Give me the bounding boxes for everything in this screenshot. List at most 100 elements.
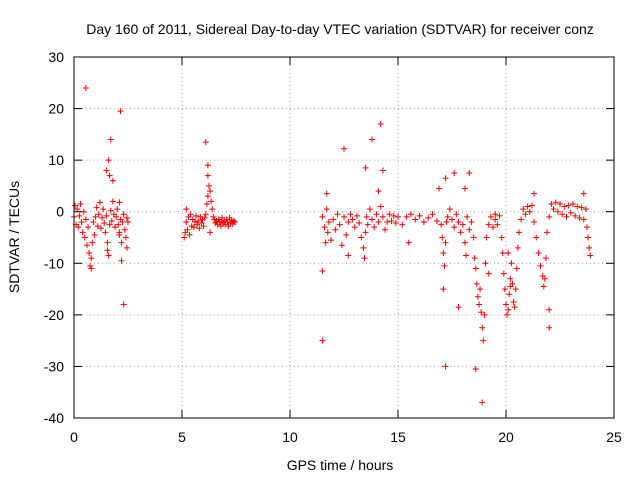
data-point (118, 257, 125, 264)
data-point (225, 223, 232, 230)
data-point (482, 260, 489, 267)
data-point (119, 219, 126, 226)
y-tick-label: -30 (44, 358, 64, 374)
data-point (322, 239, 329, 246)
data-point (122, 234, 129, 241)
data-point (323, 206, 330, 213)
data-point (504, 311, 511, 318)
data-point (563, 213, 570, 220)
data-point (382, 226, 389, 233)
data-point (461, 239, 468, 246)
x-tick-label: 15 (390, 429, 406, 445)
data-point (473, 280, 480, 287)
data-point (451, 170, 458, 177)
data-point (93, 204, 100, 211)
data-point (334, 211, 341, 218)
data-point (341, 213, 347, 220)
data-point (461, 185, 468, 192)
grid (74, 57, 614, 418)
data-point (439, 234, 446, 241)
data-point (183, 206, 190, 213)
data-point (123, 214, 130, 221)
data-point (585, 234, 592, 241)
data-point (561, 203, 568, 210)
data-point (224, 219, 231, 226)
data-point (506, 291, 513, 298)
data-point (349, 216, 356, 223)
data-point (508, 260, 515, 267)
chart-title: Day 160 of 2011, Sidereal Day-to-day VTE… (86, 21, 594, 37)
data-point (332, 226, 339, 233)
data-point (83, 242, 90, 249)
x-tick-label: 25 (606, 429, 622, 445)
data-point (125, 219, 131, 226)
data-point (520, 206, 527, 213)
data-point (420, 219, 427, 226)
data-point (91, 231, 98, 238)
data-point (201, 214, 208, 221)
data-point (196, 225, 203, 232)
data-point (186, 231, 193, 238)
data-point (403, 213, 410, 220)
x-axis-label: GPS time / hours (287, 457, 394, 473)
data-point (505, 306, 512, 313)
data-point (231, 219, 238, 226)
data-point (77, 200, 84, 207)
data-point (429, 211, 436, 218)
data-point (104, 239, 111, 246)
data-point (481, 311, 488, 318)
data-point (444, 213, 451, 220)
data-point (202, 139, 209, 146)
data-point (104, 247, 111, 254)
data-point (366, 206, 373, 213)
data-point (580, 216, 587, 223)
data-point (336, 221, 343, 228)
data-point (471, 255, 478, 262)
data-points (71, 84, 594, 406)
data-point (544, 229, 551, 236)
data-point (565, 202, 572, 209)
data-point (108, 217, 115, 224)
data-point (324, 229, 331, 236)
data-point (379, 167, 386, 174)
data-point (587, 252, 594, 259)
data-point (442, 175, 449, 182)
data-point (438, 221, 445, 228)
data-point (377, 121, 384, 128)
data-point (207, 229, 214, 236)
y-tick-label: 10 (48, 152, 64, 168)
data-point (375, 219, 382, 226)
data-point (477, 286, 484, 293)
data-point (582, 206, 589, 213)
data-point (442, 363, 449, 370)
data-point (390, 212, 397, 219)
data-point (496, 212, 503, 219)
data-point (386, 211, 393, 218)
data-point (106, 221, 113, 228)
data-point (72, 202, 79, 209)
data-point (105, 157, 112, 164)
x-tick-label: 20 (498, 429, 514, 445)
data-point (528, 202, 535, 209)
data-point (107, 207, 114, 214)
data-point (120, 301, 127, 308)
data-point (540, 283, 547, 290)
data-point (319, 268, 326, 275)
data-point (75, 224, 82, 231)
data-point (459, 221, 466, 228)
data-point (103, 212, 110, 219)
data-point (399, 221, 406, 228)
data-point (507, 275, 514, 282)
data-point (524, 203, 531, 210)
data-point (208, 198, 215, 205)
data-point (319, 213, 326, 220)
data-point (343, 231, 350, 238)
data-point (451, 224, 458, 231)
data-point (580, 190, 587, 197)
data-point (82, 84, 89, 91)
data-point (106, 172, 113, 179)
data-point (546, 306, 553, 313)
y-axis-label: SDTVAR / TECUs (6, 181, 22, 293)
data-point (472, 265, 479, 272)
data-point (550, 206, 557, 213)
